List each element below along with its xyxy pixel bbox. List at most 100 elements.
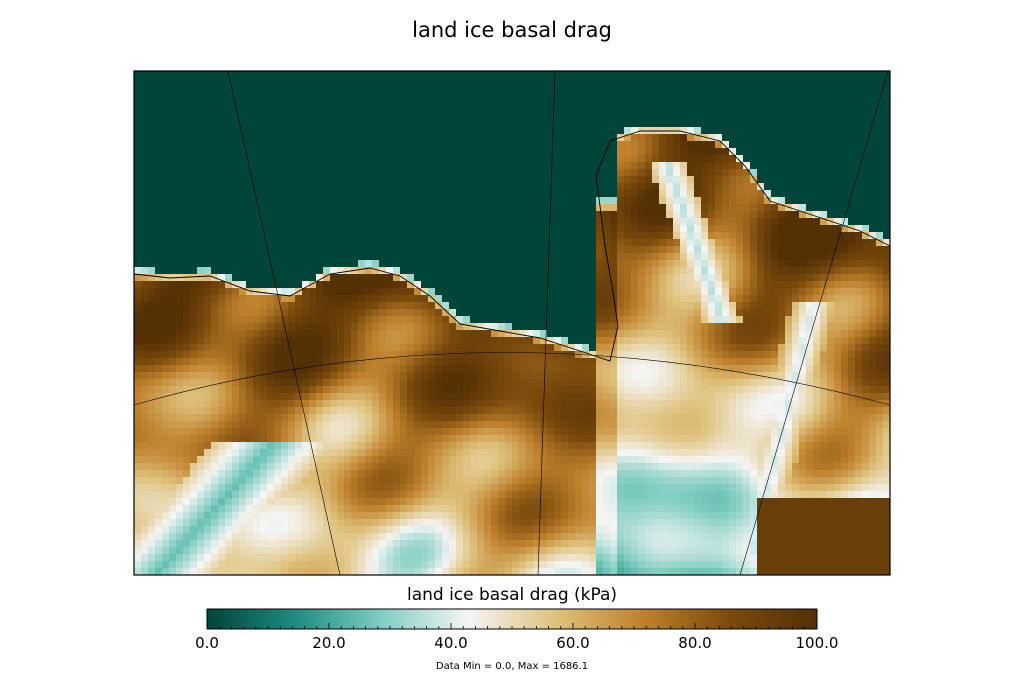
drag-cell (869, 204, 877, 212)
drag-cell (414, 372, 422, 380)
drag-cell (330, 351, 338, 359)
drag-cell (862, 197, 870, 205)
drag-cell (631, 134, 639, 142)
drag-cell (505, 197, 513, 205)
drag-cell (148, 169, 156, 177)
drag-cell (673, 204, 681, 212)
drag-cell (309, 358, 317, 366)
drag-cell (498, 309, 506, 317)
drag-cell (547, 253, 555, 261)
drag-cell (736, 323, 744, 331)
drag-cell (568, 92, 576, 100)
drag-cell (715, 288, 723, 296)
drag-cell (617, 309, 625, 317)
drag-cell (428, 127, 436, 135)
drag-cell (183, 358, 191, 366)
drag-cell (211, 253, 219, 261)
drag-cell (554, 337, 562, 345)
drag-cell (519, 78, 527, 86)
drag-cell (638, 253, 646, 261)
drag-cell (736, 134, 744, 142)
drag-cell (722, 337, 730, 345)
drag-cell (694, 316, 702, 324)
drag-cell (211, 141, 219, 149)
drag-cell (526, 197, 534, 205)
drag-cell (456, 120, 464, 128)
drag-cell (841, 295, 849, 303)
drag-cell (610, 218, 618, 226)
drag-cell (358, 141, 366, 149)
drag-cell (344, 134, 352, 142)
drag-cell (554, 99, 562, 107)
drag-cell (694, 71, 702, 79)
drag-cell (596, 365, 604, 373)
drag-cell (589, 358, 597, 366)
drag-cell (169, 92, 177, 100)
drag-cell (211, 155, 219, 163)
drag-cell (575, 92, 583, 100)
drag-cell (400, 127, 408, 135)
drag-cell (862, 92, 870, 100)
drag-cell (253, 99, 261, 107)
drag-cell (190, 386, 198, 394)
drag-cell (764, 316, 772, 324)
drag-cell (442, 295, 450, 303)
drag-cell (827, 267, 835, 275)
drag-cell (204, 386, 212, 394)
drag-cell (813, 386, 821, 394)
drag-cell (225, 190, 233, 198)
drag-cell (596, 302, 604, 310)
drag-cell (267, 295, 275, 303)
drag-cell (771, 232, 779, 240)
drag-cell (484, 162, 492, 170)
drag-cell (533, 134, 541, 142)
drag-cell (477, 92, 485, 100)
drag-cell (666, 239, 674, 247)
drag-cell (155, 211, 163, 219)
drag-cell (316, 309, 324, 317)
drag-cell (561, 218, 569, 226)
drag-cell (477, 358, 485, 366)
drag-cell (743, 85, 751, 93)
drag-cell (365, 379, 373, 387)
drag-cell (582, 267, 590, 275)
drag-cell (477, 162, 485, 170)
drag-cell (799, 351, 807, 359)
drag-cell (225, 176, 233, 184)
drag-cell (848, 71, 856, 79)
drag-cell (267, 120, 275, 128)
drag-cell (547, 295, 555, 303)
drag-cell (435, 281, 443, 289)
drag-cell (358, 211, 366, 219)
drag-cell (841, 218, 849, 226)
drag-cell (323, 211, 331, 219)
drag-cell (449, 260, 457, 268)
drag-cell (169, 71, 177, 79)
drag-cell (260, 295, 268, 303)
drag-cell (183, 344, 191, 352)
drag-cell (820, 134, 828, 142)
drag-cell (729, 99, 737, 107)
drag-cell (813, 99, 821, 107)
drag-cell (512, 127, 520, 135)
drag-cell (596, 323, 604, 331)
drag-cell (267, 330, 275, 338)
drag-cell (253, 260, 261, 268)
drag-cell (610, 372, 618, 380)
drag-cell (673, 386, 681, 394)
drag-cell (148, 295, 156, 303)
drag-cell (687, 204, 695, 212)
drag-cell (477, 141, 485, 149)
drag-cell (568, 113, 576, 121)
drag-cell (288, 169, 296, 177)
drag-cell (883, 183, 890, 191)
drag-cell (295, 120, 303, 128)
drag-cell (225, 253, 233, 261)
drag-cell (540, 225, 548, 233)
drag-cell (169, 99, 177, 107)
drag-cell (855, 232, 863, 240)
drag-cell (253, 232, 261, 240)
drag-cell (169, 379, 177, 387)
drag-cell (386, 225, 394, 233)
drag-cell (295, 330, 303, 338)
